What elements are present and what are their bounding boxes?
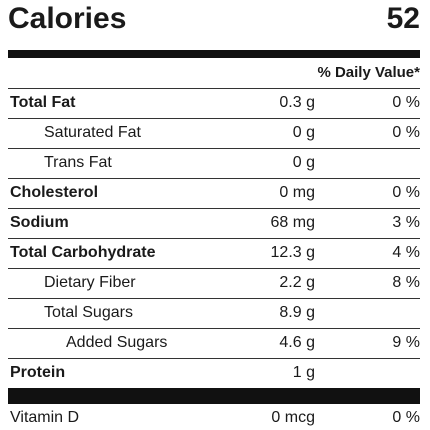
nutrient-daily-value: 9 %	[392, 334, 420, 351]
nutrient-daily-value: 3 %	[392, 214, 420, 231]
nutrient-row-sodium: Sodium 68 mg 3 %	[8, 209, 420, 239]
nutrient-daily-value: 0 %	[392, 184, 420, 201]
nutrient-amount: 1 g	[292, 364, 315, 381]
nutrient-row-total-carbohydrate: Total Carbohydrate 12.3 g 4 %	[8, 239, 420, 269]
vitamin-name: Vitamin D	[10, 409, 80, 426]
nutrient-name: Total Carbohydrate	[10, 244, 156, 261]
nutrient-row-dietary-fiber: Dietary Fiber 2.2 g 8 %	[8, 269, 420, 299]
nutrient-amount: 0.3 g	[279, 94, 315, 111]
nutrient-amount: 0 g	[292, 154, 315, 171]
nutrient-row-trans-fat: Trans Fat 0 g	[8, 149, 420, 179]
nutrient-amount: 4.6 g	[279, 334, 315, 351]
nutrient-row-total-sugars: Total Sugars 8.9 g	[8, 299, 420, 329]
nutrient-name: Total Fat	[10, 94, 76, 111]
nutrient-name: Saturated Fat	[44, 124, 141, 141]
nutrient-amount: 2.2 g	[279, 274, 315, 291]
nutrient-daily-value: 8 %	[392, 274, 420, 291]
calories-label: Calories	[8, 2, 127, 35]
nutrient-name: Sodium	[10, 214, 69, 231]
nutrient-name: Trans Fat	[44, 154, 112, 171]
nutrient-name: Total Sugars	[44, 304, 133, 321]
vitamin-amount: 0 mcg	[271, 409, 315, 426]
vitamin-row-vitamin-d: Vitamin D 0 mcg 0 %	[8, 404, 420, 430]
nutrient-row-cholesterol: Cholesterol 0 mg 0 %	[8, 179, 420, 209]
nutrient-daily-value: 0 %	[392, 94, 420, 111]
nutrient-name: Added Sugars	[66, 334, 168, 351]
calories-row: Calories 52	[8, 0, 420, 44]
nutrient-row-saturated-fat: Saturated Fat 0 g 0 %	[8, 119, 420, 149]
nutrient-row-protein: Protein 1 g	[8, 359, 420, 388]
nutrient-name: Cholesterol	[10, 184, 99, 201]
calories-value: 52	[386, 2, 420, 35]
nutrient-name: Dietary Fiber	[44, 274, 136, 291]
vitamin-daily-value: 0 %	[392, 409, 420, 426]
nutrient-name: Protein	[10, 364, 66, 381]
daily-value-header: % Daily Value*	[317, 64, 420, 81]
nutrient-daily-value: 4 %	[392, 244, 420, 261]
nutrient-row-total-fat: Total Fat 0.3 g 0 %	[8, 89, 420, 119]
thick-divider-top	[8, 50, 420, 58]
nutrient-amount: 12.3 g	[270, 244, 315, 261]
nutrient-row-added-sugars: Added Sugars 4.6 g 9 %	[8, 329, 420, 359]
nutrient-amount: 0 mg	[279, 184, 315, 201]
daily-value-header-row: % Daily Value*	[8, 58, 420, 89]
nutrient-amount: 0 g	[292, 124, 315, 141]
nutrient-amount: 8.9 g	[279, 304, 315, 321]
thick-divider-bottom	[8, 388, 420, 404]
nutrient-amount: 68 mg	[270, 214, 315, 231]
nutrient-daily-value: 0 %	[392, 124, 420, 141]
